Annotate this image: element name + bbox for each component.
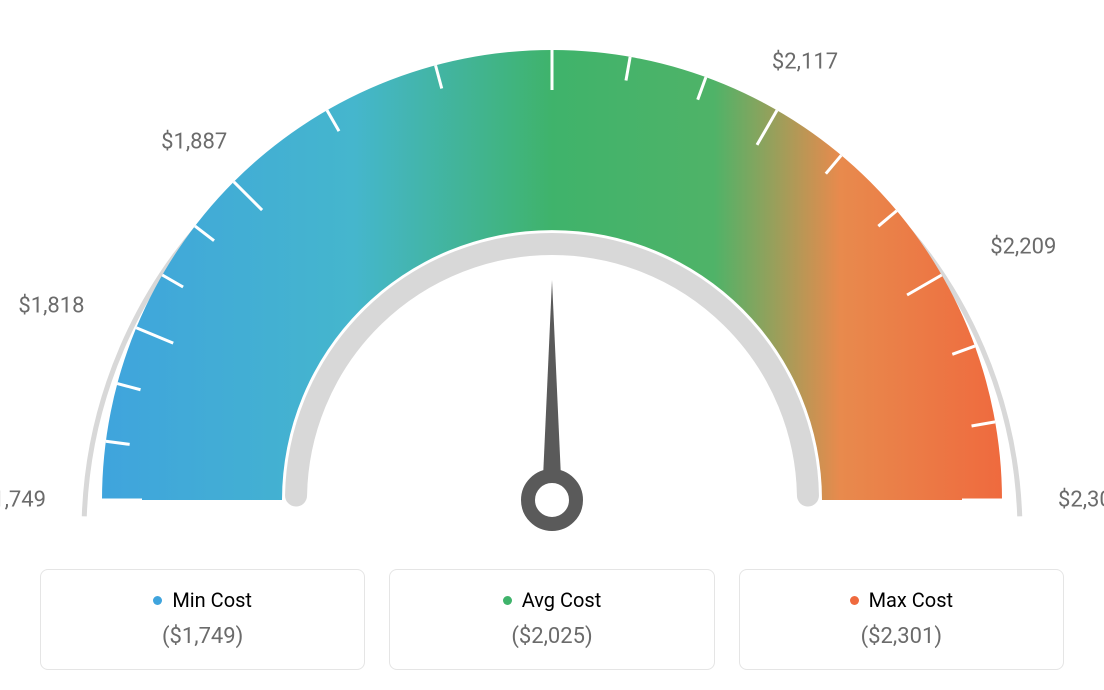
- gauge-chart: $1,749$1,818$1,887$2,025$2,117$2,209$2,3…: [0, 0, 1104, 560]
- gauge-tick-label: $2,301: [1058, 488, 1104, 513]
- legend-card-min: Min Cost ($1,749): [40, 569, 365, 670]
- gauge-tick-label: $1,749: [0, 488, 46, 513]
- legend-value-avg: ($2,025): [410, 624, 693, 649]
- legend-dot-avg: [503, 596, 512, 605]
- gauge-tick-label: $2,117: [772, 49, 838, 74]
- gauge-chart-container: $1,749$1,818$1,887$2,025$2,117$2,209$2,3…: [0, 0, 1104, 690]
- legend-row: Min Cost ($1,749) Avg Cost ($2,025) Max …: [40, 569, 1064, 670]
- gauge-tick-label: $1,887: [161, 130, 227, 155]
- legend-dot-max: [850, 596, 859, 605]
- legend-title-text-max: Max Cost: [869, 588, 954, 612]
- gauge-tick-label: $1,818: [18, 294, 84, 319]
- legend-title-text-avg: Avg Cost: [522, 588, 602, 612]
- legend-value-min: ($1,749): [61, 624, 344, 649]
- legend-dot-min: [153, 596, 162, 605]
- legend-title-text-min: Min Cost: [172, 588, 252, 612]
- legend-title-avg: Avg Cost: [503, 588, 602, 612]
- legend-title-min: Min Cost: [153, 588, 252, 612]
- legend-card-max: Max Cost ($2,301): [739, 569, 1064, 670]
- legend-card-avg: Avg Cost ($2,025): [389, 569, 714, 670]
- gauge-tick-label: $2,209: [990, 235, 1056, 260]
- legend-value-max: ($2,301): [760, 624, 1043, 649]
- legend-title-max: Max Cost: [850, 588, 954, 612]
